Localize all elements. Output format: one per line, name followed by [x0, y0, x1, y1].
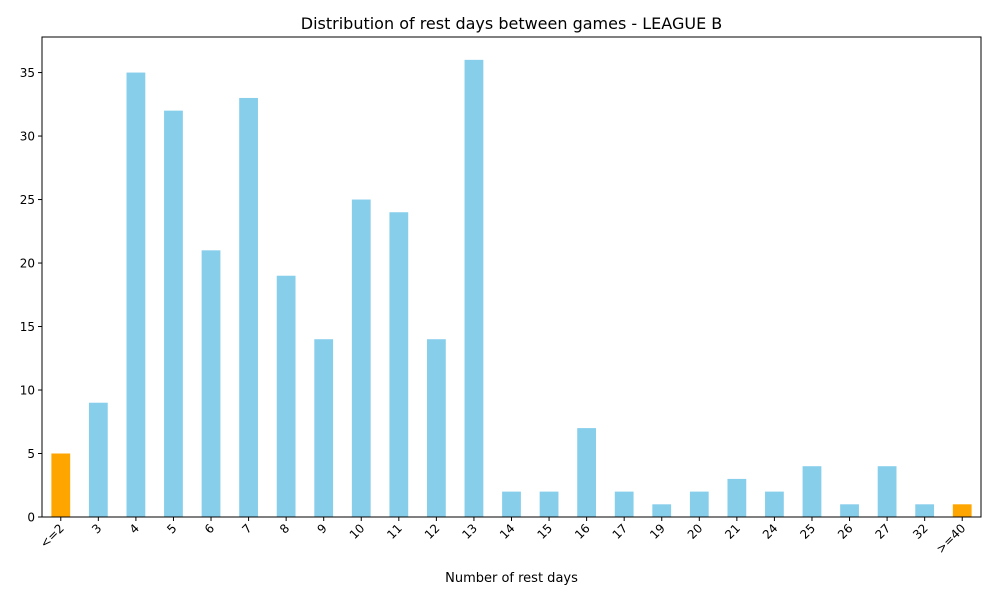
x-tick-label: 17 — [610, 521, 631, 542]
x-tick-label: <=2 — [37, 521, 67, 551]
y-tick-label: 10 — [20, 384, 35, 398]
x-tick-label: 5 — [164, 521, 179, 536]
chart-title: Distribution of rest days between games … — [301, 14, 722, 33]
y-tick-label: 30 — [20, 130, 35, 144]
x-tick-label: 26 — [835, 521, 856, 542]
x-tick-label: >=40 — [933, 521, 968, 556]
bar — [88, 402, 108, 517]
y-tick-label: 0 — [27, 511, 35, 525]
plot-frame — [41, 36, 982, 518]
x-tick-label: 16 — [572, 521, 593, 542]
bar — [614, 491, 634, 517]
x-tick-label: 25 — [797, 521, 818, 542]
bar — [351, 199, 371, 518]
bar — [201, 250, 221, 518]
bar — [539, 491, 559, 517]
x-tick-label: 7 — [239, 521, 254, 536]
bar — [689, 491, 709, 517]
bar — [765, 491, 784, 517]
x-tick-label: 9 — [315, 521, 330, 536]
bar — [164, 110, 183, 518]
bar — [389, 212, 409, 517]
bar — [727, 478, 747, 517]
bar — [426, 339, 446, 517]
bar — [915, 504, 935, 517]
bar — [877, 466, 897, 517]
x-tick-label: 4 — [127, 521, 142, 536]
x-tick-label: 21 — [722, 521, 743, 542]
bar — [239, 97, 258, 517]
bar — [314, 339, 334, 517]
x-tick-label: 3 — [89, 521, 104, 536]
x-tick-label: 14 — [497, 521, 518, 542]
bar — [952, 504, 972, 517]
y-tick-label: 35 — [20, 66, 35, 80]
x-tick-label: 13 — [459, 521, 480, 542]
x-tick-label: 10 — [347, 521, 368, 542]
bar — [802, 466, 822, 517]
y-tick-label: 15 — [20, 320, 35, 334]
y-tick-label: 5 — [27, 447, 35, 461]
bar — [126, 72, 146, 518]
bar — [51, 453, 71, 517]
y-tick-label: 20 — [20, 257, 35, 271]
bar — [840, 504, 859, 517]
x-tick-label: 20 — [685, 521, 706, 542]
y-tick-label: 25 — [20, 193, 35, 207]
x-tick-label: 32 — [910, 521, 931, 542]
bar — [502, 491, 521, 517]
x-tick-label: 19 — [647, 521, 668, 542]
x-tick-label: 27 — [873, 521, 894, 542]
y-axis: 0 5 10 15 20 25 30 35 — [20, 66, 42, 525]
x-tick-label: 24 — [760, 521, 781, 542]
x-axis: <=2 3 4 5 6 7 8 9 10 11 12 13 14 15 16 17 19 20 21 24 25 26 27… — [37, 517, 968, 556]
x-tick-label: 6 — [202, 521, 217, 536]
x-axis-label: Number of rest days — [445, 571, 578, 586]
x-tick-label: 11 — [384, 521, 405, 542]
bar — [276, 275, 296, 517]
bar — [464, 59, 484, 517]
bar — [652, 504, 672, 517]
x-tick-label: 8 — [277, 521, 292, 536]
x-tick-label: 15 — [534, 521, 555, 542]
x-tick-label: 12 — [422, 521, 443, 542]
bar — [577, 428, 597, 517]
bars-group — [51, 59, 972, 518]
